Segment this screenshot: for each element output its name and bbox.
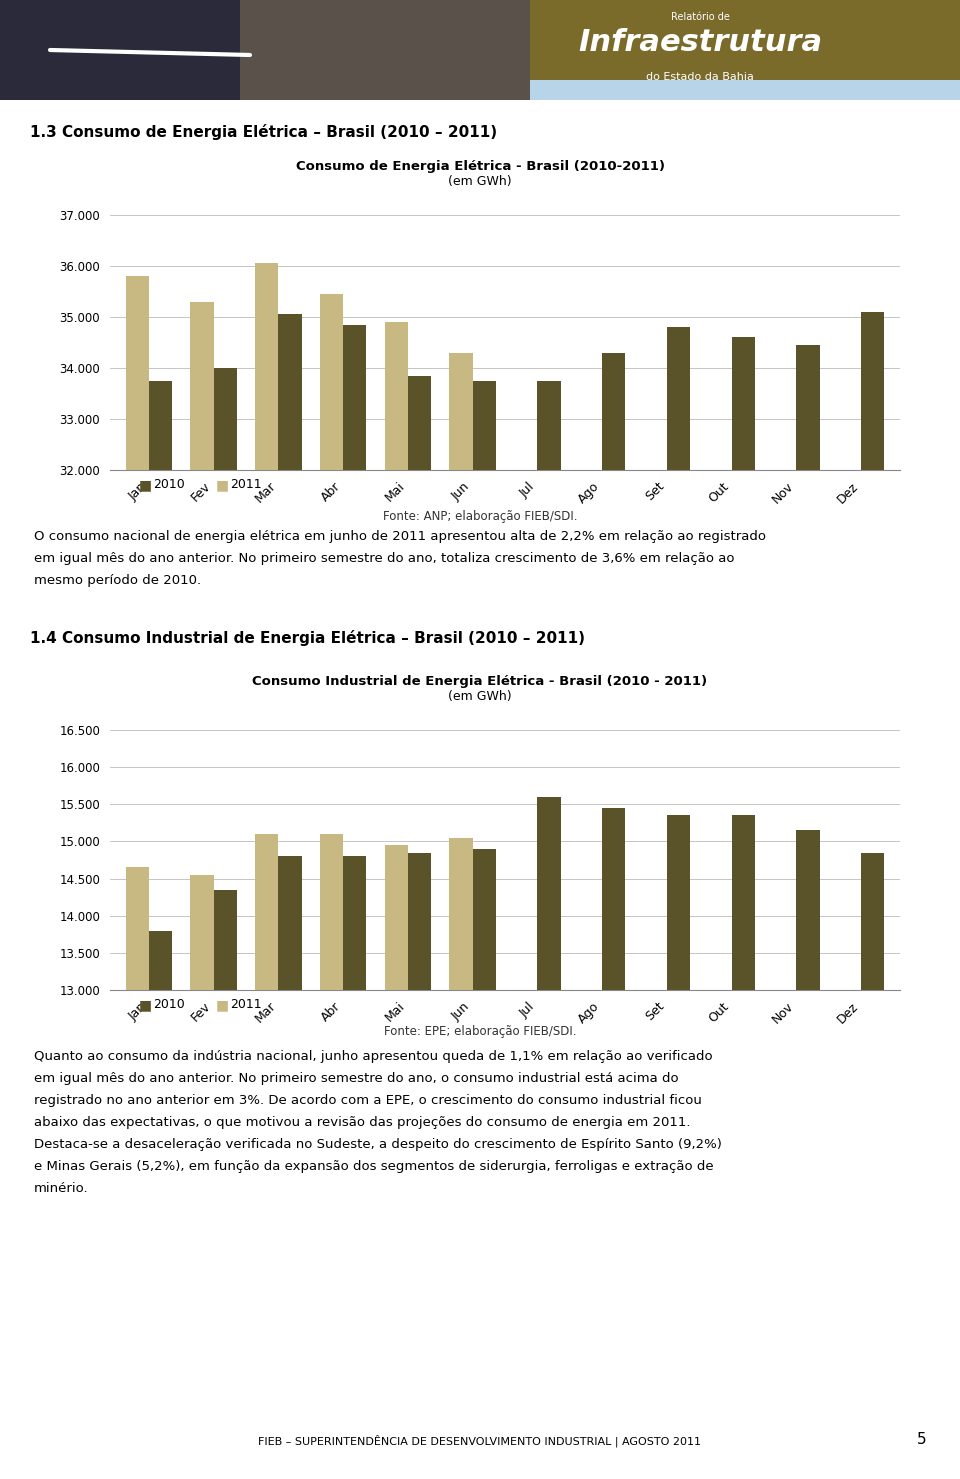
Text: FIEB – SUPERINTENDÊNCIA DE DESENVOLVIMENTO INDUSTRIAL | AGOSTO 2011: FIEB – SUPERINTENDÊNCIA DE DESENVOLVIMEN…	[258, 1435, 702, 1446]
Text: Relatório de: Relatório de	[671, 12, 730, 22]
Bar	[255, 263, 278, 1479]
Text: (em GWh): (em GWh)	[448, 175, 512, 188]
Text: ■: ■	[216, 998, 229, 1012]
Text: O consumo nacional de energia elétrica em junho de 2011 apresentou alta de 2,2% : O consumo nacional de energia elétrica e…	[34, 529, 766, 543]
Bar	[667, 815, 690, 1479]
Text: Fonte: EPE; elaboração FIEB/SDI.: Fonte: EPE; elaboração FIEB/SDI.	[384, 1025, 576, 1038]
Bar	[797, 345, 820, 1479]
Bar	[0, 0, 530, 101]
Text: ■: ■	[139, 478, 153, 493]
Text: ■: ■	[216, 478, 229, 493]
Bar	[149, 380, 172, 1479]
Text: (em GWh): (em GWh)	[448, 691, 512, 703]
Bar	[385, 845, 408, 1479]
Text: do Estado da Bahia: do Estado da Bahia	[646, 72, 754, 81]
Bar	[126, 277, 149, 1479]
Bar	[861, 312, 884, 1479]
Text: Fonte: ANP; elaboração FIEB/SDI.: Fonte: ANP; elaboração FIEB/SDI.	[383, 510, 577, 524]
Bar	[472, 380, 496, 1479]
Text: em igual mês do ano anterior. No primeiro semestre do ano, totaliza crescimento : em igual mês do ano anterior. No primeir…	[34, 552, 734, 565]
Bar	[538, 380, 561, 1479]
Bar	[449, 837, 472, 1479]
Text: Consumo de Energia Elétrica - Brasil (2010-2011): Consumo de Energia Elétrica - Brasil (20…	[296, 160, 664, 173]
Bar	[667, 327, 690, 1479]
Bar	[385, 322, 408, 1479]
Bar	[278, 856, 301, 1479]
Bar	[732, 337, 755, 1479]
Text: Destaca-se a desaceleração verificada no Sudeste, a despeito do crescimento de E: Destaca-se a desaceleração verificada no…	[34, 1137, 722, 1151]
Bar	[320, 294, 343, 1479]
Bar	[732, 815, 755, 1479]
Bar	[472, 849, 496, 1479]
Text: 1.4 Consumo Industrial de Energia Elétrica – Brasil (2010 – 2011): 1.4 Consumo Industrial de Energia Elétri…	[30, 630, 585, 645]
Bar	[797, 830, 820, 1479]
Text: 2011: 2011	[230, 998, 262, 1012]
Text: Quanto ao consumo da indústria nacional, junho apresentou queda de 1,1% em relaç: Quanto ao consumo da indústria nacional,…	[34, 1050, 712, 1063]
Bar	[343, 325, 367, 1479]
Bar	[861, 852, 884, 1479]
Bar	[126, 867, 149, 1479]
Text: ■: ■	[139, 998, 153, 1012]
Bar	[149, 930, 172, 1479]
Text: 2010: 2010	[154, 998, 185, 1012]
Bar	[190, 302, 214, 1479]
Bar	[320, 834, 343, 1479]
Text: 2010: 2010	[154, 478, 185, 491]
Text: Infraestrutura: Infraestrutura	[578, 28, 822, 58]
Text: registrado no ano anterior em 3%. De acordo com a EPE, o crescimento do consumo : registrado no ano anterior em 3%. De aco…	[34, 1094, 702, 1106]
Bar	[530, 0, 960, 101]
Text: 5: 5	[917, 1432, 926, 1446]
Text: abaixo das expectativas, o que motivou a revisão das projeções do consumo de ene: abaixo das expectativas, o que motivou a…	[34, 1117, 690, 1128]
Bar	[602, 808, 626, 1479]
Bar	[255, 834, 278, 1479]
Bar	[408, 376, 431, 1479]
Text: e Minas Gerais (5,2%), em função da expansão dos segmentos de siderurgia, ferrol: e Minas Gerais (5,2%), em função da expa…	[34, 1160, 713, 1173]
Bar	[214, 368, 237, 1479]
Bar	[530, 80, 960, 101]
Bar	[343, 856, 367, 1479]
Bar	[538, 797, 561, 1479]
Text: em igual mês do ano anterior. No primeiro semestre do ano, o consumo industrial : em igual mês do ano anterior. No primeir…	[34, 1072, 678, 1086]
Bar	[240, 0, 530, 101]
Text: 2011: 2011	[230, 478, 262, 491]
Text: minério.: minério.	[34, 1182, 88, 1195]
Bar	[214, 890, 237, 1479]
Bar	[190, 876, 214, 1479]
Bar	[278, 315, 301, 1479]
Text: mesmo período de 2010.: mesmo período de 2010.	[34, 574, 201, 587]
Text: 1.3 Consumo de Energia Elétrica – Brasil (2010 – 2011): 1.3 Consumo de Energia Elétrica – Brasil…	[30, 124, 497, 141]
Text: Consumo Industrial de Energia Elétrica - Brasil (2010 - 2011): Consumo Industrial de Energia Elétrica -…	[252, 674, 708, 688]
Bar	[408, 852, 431, 1479]
Bar	[449, 352, 472, 1479]
Bar	[602, 352, 626, 1479]
